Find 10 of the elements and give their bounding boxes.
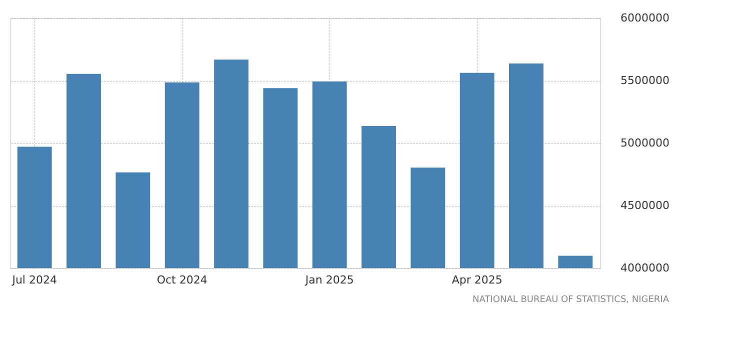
y-tick-label: 5500000: [620, 74, 670, 87]
y-tick-label: 6000000: [620, 12, 670, 24]
y-tick-label: 5000000: [620, 136, 670, 150]
text: NATIONAL BUREAU OF STATISTICS, NIGERIA: [472, 295, 670, 305]
y-tick-label: 4000000: [620, 262, 670, 274]
x-tick-label: Apr 2025: [452, 274, 502, 286]
x-tick-label: Jul 2024: [11, 274, 57, 286]
y-tick-label: 4500000: [620, 199, 670, 212]
x-tick-label: Oct 2024: [156, 274, 208, 286]
x-tick-label: Jan 2025: [304, 274, 354, 286]
